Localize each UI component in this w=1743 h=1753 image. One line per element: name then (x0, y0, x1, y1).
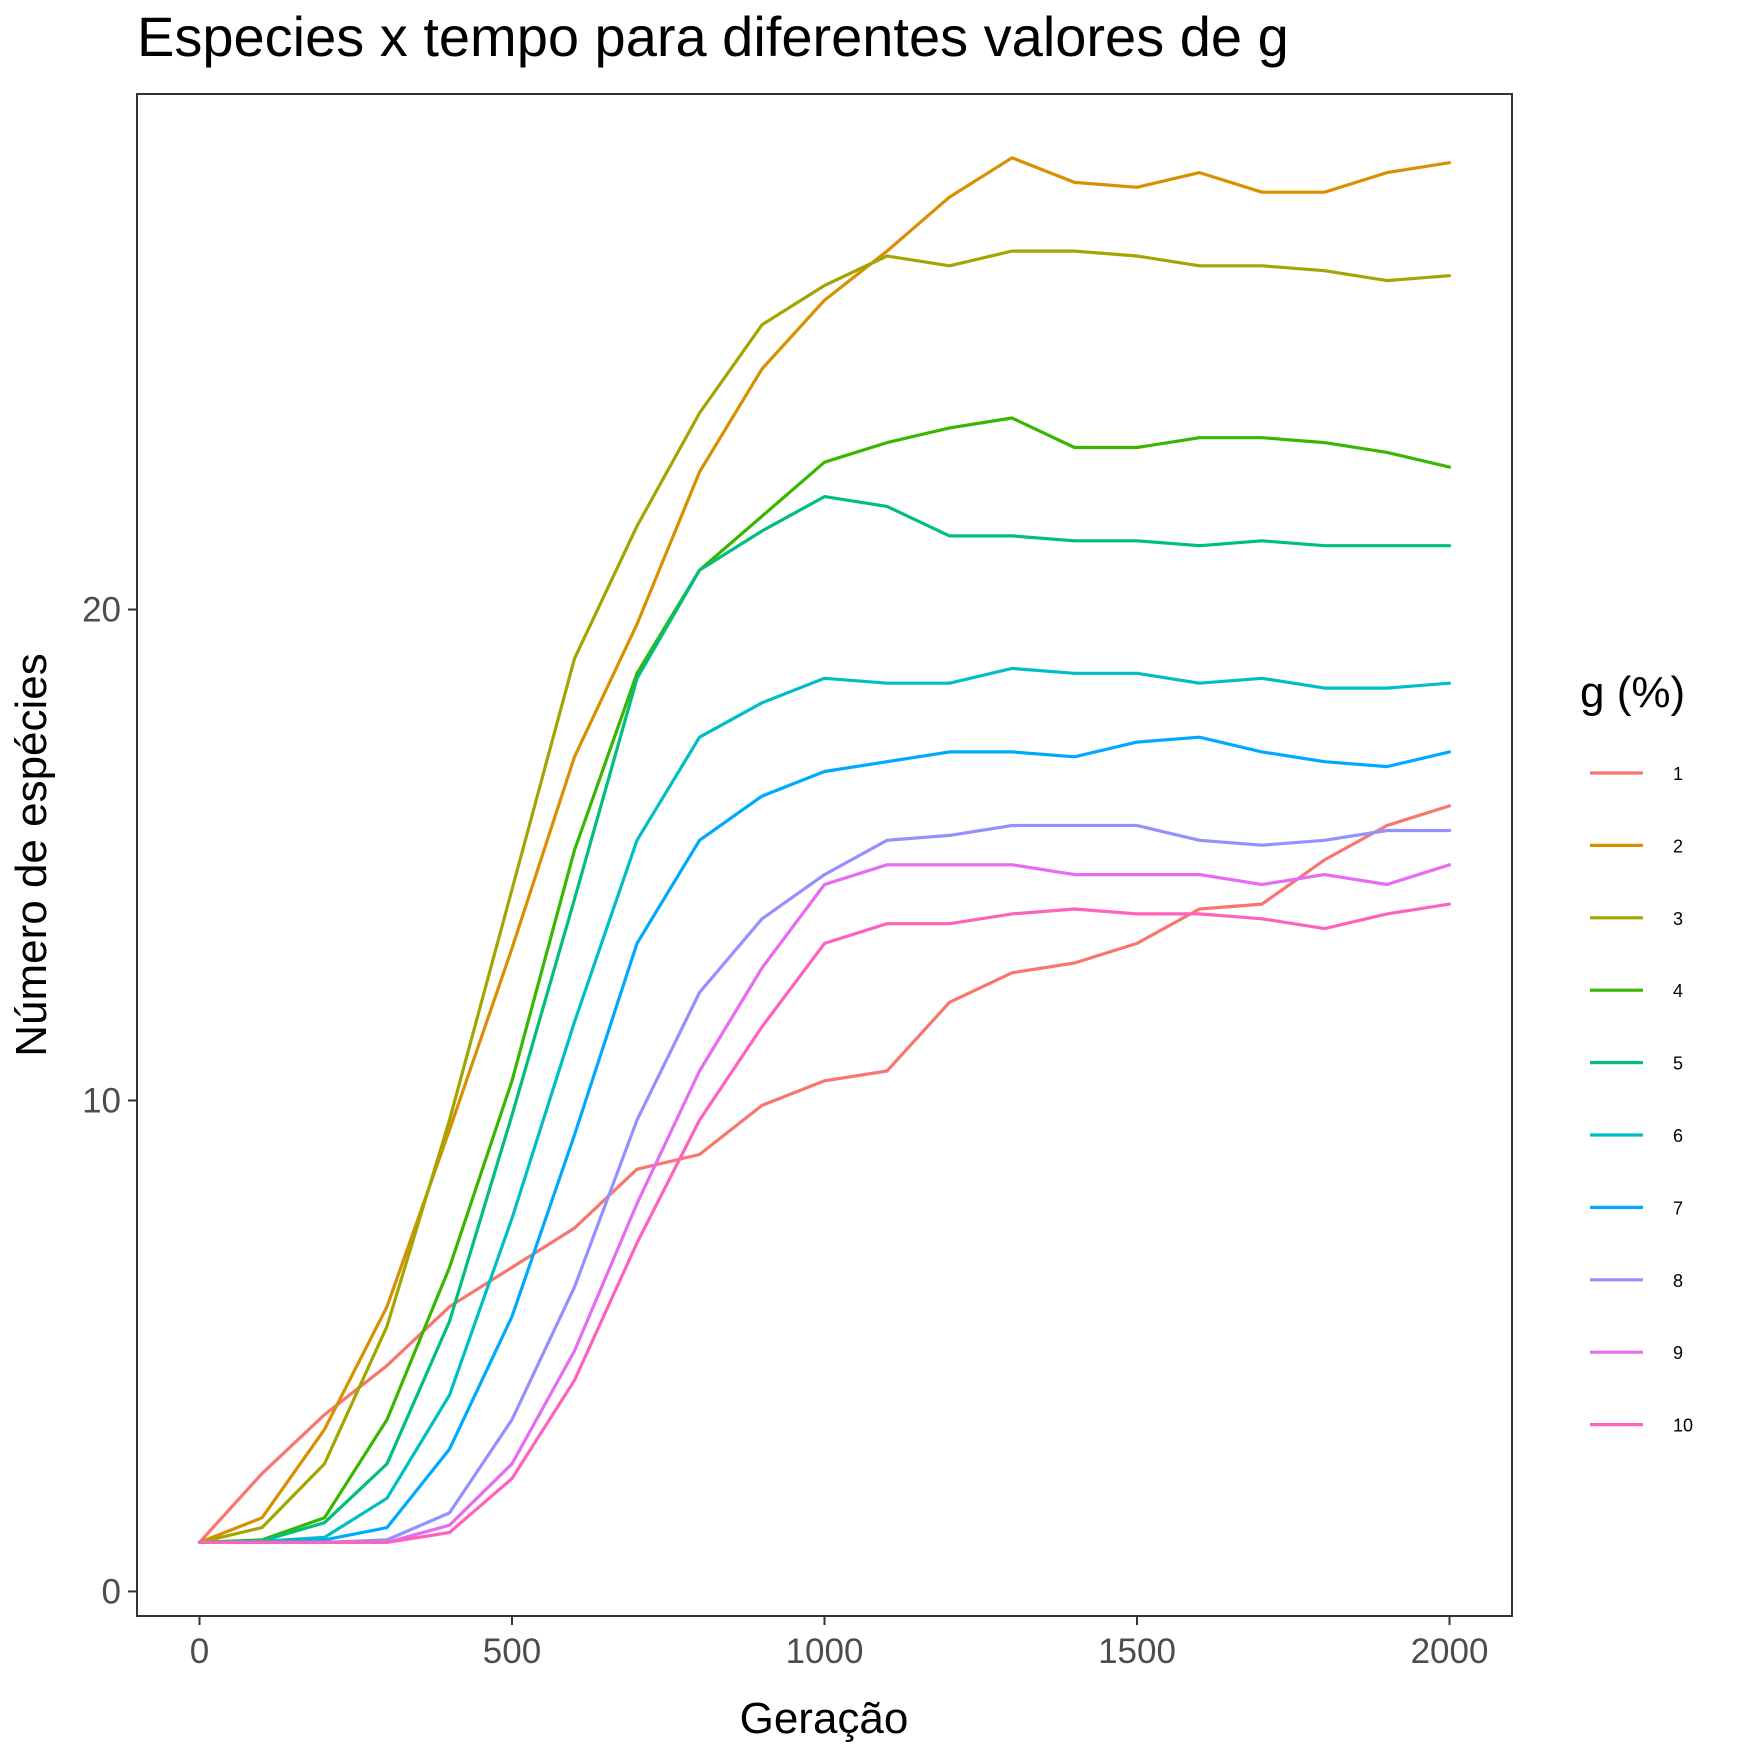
x-tick-label: 1500 (1098, 1632, 1176, 1671)
y-axis-title: Número de espécies (7, 653, 56, 1057)
plot-panel (136, 93, 1513, 1617)
series-line-g-3 (197, 249, 1452, 1545)
x-tick-label: 500 (483, 1632, 541, 1671)
x-tick-label: 2000 (1411, 1632, 1489, 1671)
series-line-g-4 (197, 416, 1452, 1545)
legend-label: 7 (1673, 1198, 1683, 1218)
series-line-g-6 (197, 666, 1452, 1545)
series-line-g-9 (197, 863, 1452, 1545)
legend-label: 8 (1673, 1271, 1683, 1291)
chart-title: Especies x tempo para diferentes valores… (137, 5, 1289, 68)
legend: g (%) 1 2 3 4 5 6 7 8 9 10 (1580, 668, 1693, 1436)
y-tick-label: 20 (82, 591, 121, 630)
series-line-g-8 (197, 823, 1452, 1545)
legend-label: 1 (1673, 764, 1683, 784)
y-axis: 0 10 20 (82, 591, 137, 1611)
series-line-g-5 (197, 495, 1452, 1545)
legend-label: 6 (1673, 1126, 1683, 1146)
x-tick-label: 1000 (786, 1632, 864, 1671)
y-tick-label: 0 (102, 1572, 121, 1611)
legend-label: 9 (1673, 1343, 1683, 1363)
series-line-g-10 (197, 902, 1452, 1545)
series-line-g-1 (197, 804, 1452, 1545)
legend-label: 5 (1673, 1054, 1683, 1074)
series-line-g-7 (197, 735, 1452, 1545)
legend-title: g (%) (1580, 668, 1685, 717)
series-layer (197, 156, 1452, 1545)
x-axis-title: Geração (740, 1694, 909, 1743)
x-tick-label: 0 (190, 1632, 209, 1671)
legend-label: 4 (1673, 981, 1683, 1001)
y-tick-label: 10 (82, 1081, 121, 1120)
legend-label: 3 (1673, 909, 1683, 929)
legend-label: 10 (1673, 1416, 1693, 1436)
series-line-g-2 (197, 156, 1452, 1545)
legend-label: 2 (1673, 836, 1683, 856)
x-axis: 0 500 1000 1500 2000 (190, 1616, 1489, 1671)
